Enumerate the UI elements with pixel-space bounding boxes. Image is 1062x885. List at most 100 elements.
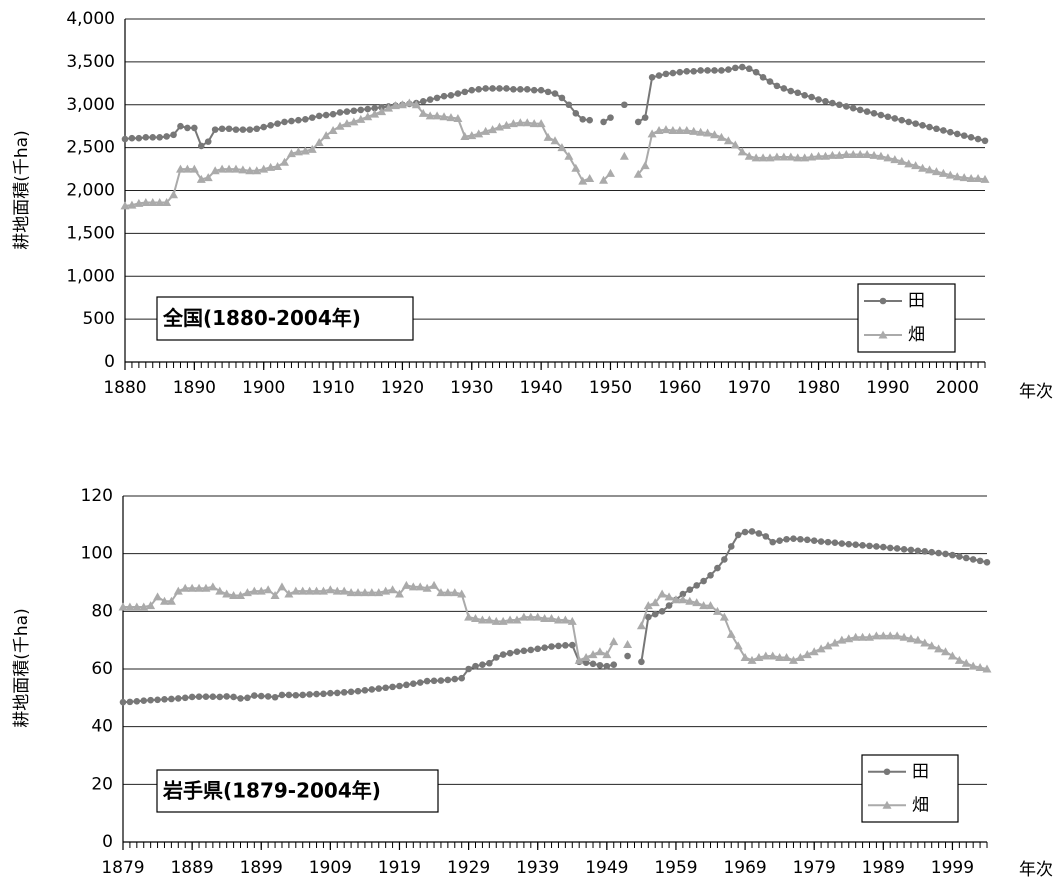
marker [719, 612, 729, 621]
y-tick-label: 2,000 [66, 181, 115, 201]
marker [260, 123, 268, 131]
marker [541, 644, 548, 651]
marker [599, 175, 609, 184]
x-tick-label: 2000 [936, 378, 979, 398]
marker [824, 538, 832, 546]
marker [510, 86, 517, 93]
marker [464, 612, 474, 621]
marker [664, 592, 674, 601]
marker [571, 163, 581, 172]
x-tick-label: 1939 [516, 858, 559, 878]
marker [845, 540, 853, 548]
marker [773, 82, 781, 90]
marker [322, 111, 330, 119]
marker [474, 129, 484, 138]
marker [522, 118, 532, 127]
marker [844, 634, 854, 643]
legend-box [857, 283, 956, 353]
marker [159, 596, 169, 605]
marker [935, 549, 942, 557]
marker [928, 548, 936, 556]
marker [491, 616, 501, 625]
x-tick-label: 1980 [797, 378, 840, 398]
x-tick-label: 1930 [450, 378, 493, 398]
marker [126, 698, 134, 706]
marker [754, 652, 764, 661]
marker [945, 170, 955, 179]
marker [692, 598, 702, 607]
x-tick-label: 1960 [658, 378, 701, 398]
marker [669, 69, 677, 77]
marker [468, 86, 476, 94]
marker [879, 297, 887, 305]
marker [788, 655, 798, 664]
marker [810, 537, 818, 544]
marker [634, 118, 642, 126]
marker [236, 590, 246, 599]
marker [142, 134, 150, 141]
marker [683, 68, 691, 75]
marker [210, 166, 220, 175]
marker [354, 687, 362, 695]
marker [848, 149, 858, 158]
marker [966, 173, 976, 182]
marker [882, 800, 892, 809]
marker [437, 677, 445, 684]
marker [519, 612, 529, 621]
marker [648, 74, 656, 81]
marker [461, 88, 469, 96]
marker [830, 638, 840, 647]
marker [589, 660, 597, 668]
marker [855, 149, 865, 158]
marker [154, 696, 161, 704]
marker [360, 588, 370, 597]
marker [967, 134, 975, 141]
marker [816, 644, 826, 653]
marker [842, 103, 850, 110]
marker [458, 674, 465, 682]
y-axis-label: 耕地面積(千ha) [12, 130, 32, 249]
marker [342, 119, 352, 128]
marker [864, 632, 874, 641]
marker [607, 114, 614, 121]
legend-label: 田 [912, 762, 929, 782]
marker [790, 535, 797, 542]
marker [983, 559, 991, 566]
marker [707, 571, 714, 579]
x-axis-label: 年次 [1019, 382, 1053, 402]
y-tick-label: 60 [91, 659, 113, 679]
marker [481, 126, 491, 135]
marker [343, 108, 351, 115]
marker [883, 768, 891, 776]
marker [371, 104, 378, 112]
marker [177, 122, 184, 130]
marker [870, 110, 878, 117]
marker [295, 116, 302, 124]
marker [315, 112, 323, 120]
marker [912, 120, 919, 127]
annotation-box [156, 769, 439, 813]
marker [174, 695, 182, 702]
marker [218, 125, 226, 133]
marker [187, 583, 197, 592]
marker [208, 582, 218, 591]
marker [225, 125, 233, 133]
marker [156, 134, 163, 141]
marker [246, 126, 254, 133]
marker [229, 590, 239, 599]
marker [960, 132, 968, 139]
marker [211, 126, 219, 133]
marker [596, 661, 604, 669]
marker [170, 131, 177, 139]
marker [361, 687, 369, 694]
marker [938, 168, 948, 177]
marker [408, 582, 418, 591]
marker [312, 586, 322, 595]
x-tick-label: 1909 [309, 858, 352, 878]
marker [904, 159, 914, 168]
marker [513, 648, 521, 655]
marker [779, 152, 789, 161]
marker [661, 125, 671, 134]
marker [838, 540, 846, 547]
